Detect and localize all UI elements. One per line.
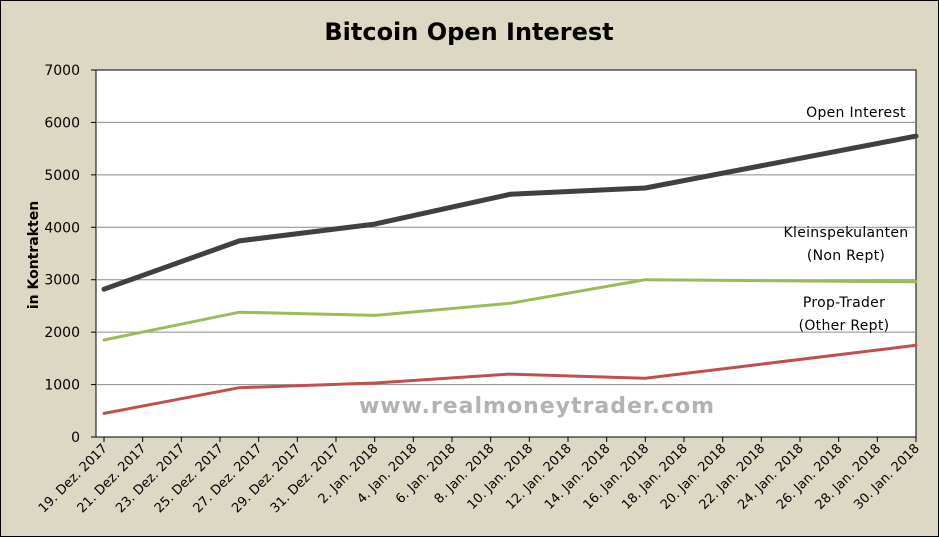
watermark-text: www.realmoneytrader.com xyxy=(359,394,715,419)
series-annotations: Open Interest Kleinspekulanten (Non Rept) P… xyxy=(784,105,909,334)
y-tick-label: 7000 xyxy=(44,63,80,79)
y-tick-label: 0 xyxy=(71,430,80,446)
chart-title: Bitcoin Open Interest xyxy=(324,18,613,46)
y-axis-ticks: 0 1000 2000 3000 4000 5000 6000 7000 xyxy=(44,63,96,446)
x-tick-label: 31. Dez. 2017 xyxy=(268,441,343,516)
y-tick-label: 2000 xyxy=(44,325,80,341)
y-axis-label: in Kontrakten xyxy=(26,201,42,309)
series-lines xyxy=(101,133,919,415)
y-tick-label: 1000 xyxy=(44,378,80,394)
x-tick-label: 25. Dez. 2017 xyxy=(152,441,227,516)
series-line xyxy=(101,133,919,292)
y-tick-label: 6000 xyxy=(44,115,80,131)
y-tick-label: 5000 xyxy=(44,168,80,184)
series-annotation: (Non Rept) xyxy=(807,248,885,264)
y-tick-label: 3000 xyxy=(44,273,80,289)
series-line xyxy=(102,278,918,342)
x-tick-label: 23. Dez. 2017 xyxy=(113,441,188,516)
series-annotation: Prop-Trader xyxy=(803,295,885,311)
x-tick-label: 19. Dez. 2017 xyxy=(36,441,111,516)
x-tick-label: 21. Dez. 2017 xyxy=(75,441,150,516)
grid-lines xyxy=(96,121,916,386)
y-tick-label: 4000 xyxy=(44,220,80,236)
series-annotation: (Other Rept) xyxy=(799,318,890,334)
series-line xyxy=(102,343,918,415)
series-annotation: Open Interest xyxy=(806,105,906,121)
plot-area xyxy=(95,69,917,438)
x-tick-label: 29. Dez. 2017 xyxy=(229,441,304,516)
series-annotation: Kleinspekulanten xyxy=(784,225,909,241)
x-tick-label: 27. Dez. 2017 xyxy=(191,441,266,516)
